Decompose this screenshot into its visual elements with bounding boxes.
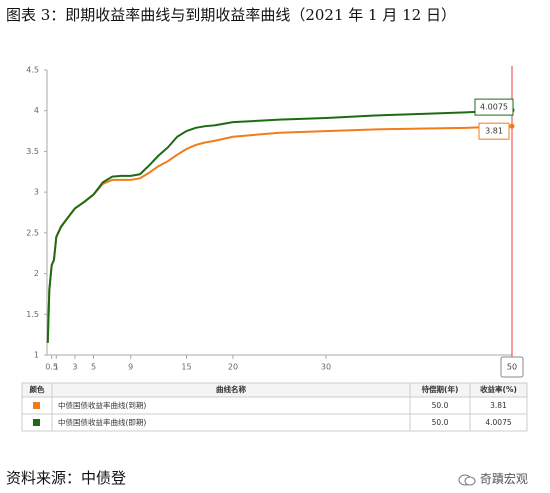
tooltip-box [474,98,514,116]
color-swatch [33,419,40,426]
table-cell: 4.0075 [485,418,511,427]
table-cell: 中债国债收益率曲线(即期) [58,417,146,427]
table-cell: 中债国债收益率曲线(到期) [58,400,146,410]
series-line [46,109,513,343]
source: 资料来源：中债登 [6,469,127,487]
x-tick-label: 9 [128,363,133,372]
x-tick-label: 5 [91,363,96,372]
y-tick-label: 4 [34,106,39,115]
y-tick-label: 4.5 [26,66,39,75]
x-tick-label: 20 [228,363,238,372]
tooltip: 4.0075 [474,98,514,116]
table-cell: 3.81 [490,401,507,410]
point [509,123,515,129]
color-swatch [33,402,40,409]
chart: 11.522.533.544.50.5135915203050503.814.0… [21,66,528,432]
table-header: 颜色 [30,384,45,394]
y-tick-label: 1.5 [26,310,39,319]
wechat-icon [458,474,476,485]
watermark: 奇蹟宏观 [458,470,528,487]
x-tick-label: 3 [72,363,77,372]
crosshair-label: 50 [507,363,517,372]
table-cell: 50.0 [432,418,449,427]
y-tick-label: 3.5 [26,147,39,156]
title: 图表 3：即期收益率曲线与到期收益率曲线（2021 年 1 月 12 日） [6,6,456,24]
x-tick-label: 30 [321,363,331,372]
y-tick-label: 3 [34,188,39,197]
x-tick-label: 15 [181,363,191,372]
tooltip: 3.81 [478,122,510,140]
y-tick-label: 1 [34,351,39,360]
table-cell: 50.0 [432,401,449,410]
table-header: 收益率(%) [480,384,517,394]
series-line [46,125,513,343]
y-tick-label: 2.5 [26,228,39,237]
tooltip-label: 3.81 [485,127,503,136]
crosshair-label-box [500,356,524,378]
x-tick-label: 1 [54,363,59,372]
x-tick-label: 0.5 [45,363,58,372]
tooltip-label: 4.0075 [480,103,508,112]
tooltip-box [478,122,510,140]
watermark-text: 奇蹟宏观 [479,472,528,486]
table-header: 曲线名称 [216,384,246,394]
table-header: 待偿期(年) [421,384,459,394]
y-tick-label: 2 [34,269,39,278]
